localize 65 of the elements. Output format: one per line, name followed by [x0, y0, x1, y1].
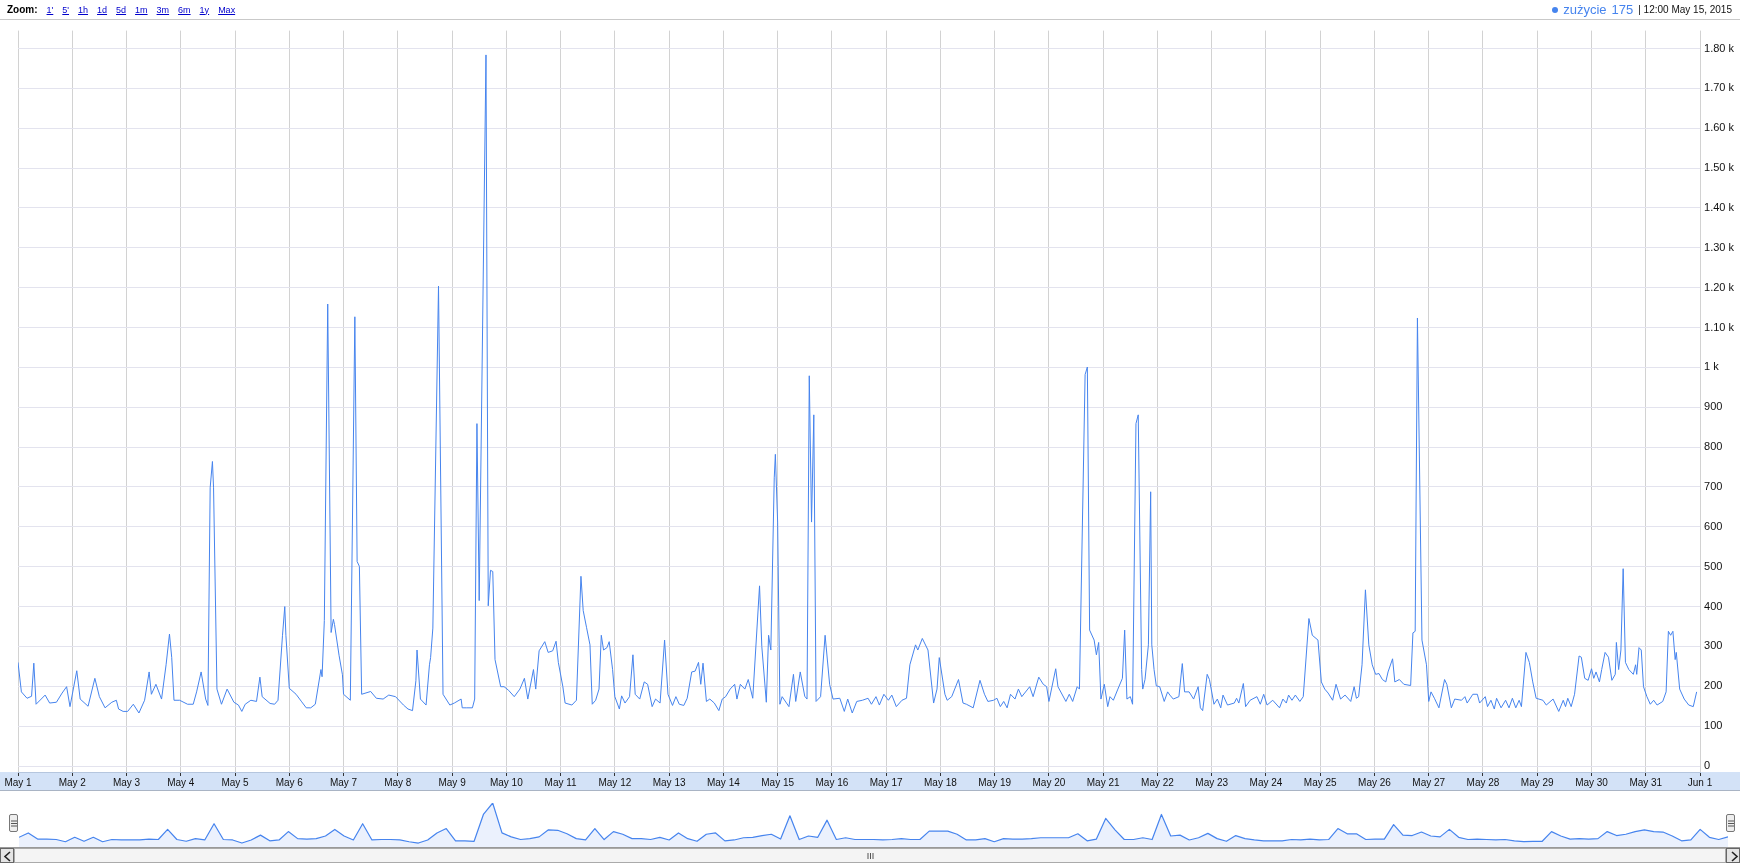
- x-tick-label: May 5: [221, 776, 250, 788]
- y-tick-label: 1.20 k: [1704, 280, 1735, 293]
- x-tick-label: May 21: [1086, 776, 1121, 788]
- y-tick-label: 800: [1704, 440, 1723, 453]
- y-tick-label: 400: [1704, 599, 1723, 612]
- x-tick-label: May 30: [1575, 776, 1609, 788]
- text: 1d: [97, 4, 108, 15]
- y-tick-label: 1.70 k: [1704, 81, 1735, 94]
- x-tick-label: May 11: [544, 776, 578, 788]
- text: 1y: [199, 4, 210, 15]
- y-tick-label: 600: [1704, 519, 1723, 532]
- x-tick-label: May 15: [761, 776, 795, 788]
- text: Zoom:: [7, 4, 38, 15]
- x-tick-label: May 17: [869, 776, 903, 788]
- y-tick-label: 1.60 k: [1704, 121, 1735, 134]
- x-tick-label: May 31: [1629, 776, 1663, 788]
- x-tick-label: May 12: [598, 776, 632, 788]
- x-tick-label: May 4: [167, 776, 195, 788]
- text: 1m: [135, 4, 148, 15]
- x-tick-label: May 27: [1412, 776, 1446, 788]
- y-tick-label: 1.40 k: [1704, 201, 1735, 214]
- x-tick-label: May 2: [58, 776, 87, 788]
- text: 6m: [178, 4, 191, 15]
- text: | 12:00 May 15, 2015: [1638, 4, 1732, 15]
- x-tick-label: May 16: [815, 776, 849, 788]
- y-tick-label: 1.10 k: [1704, 320, 1735, 333]
- y-tick-label: 200: [1704, 679, 1723, 692]
- x-tick-label: May 18: [924, 776, 958, 788]
- x-tick-label: May 22: [1141, 776, 1175, 788]
- y-tick-label: 900: [1704, 400, 1723, 413]
- y-tick-label: 300: [1704, 639, 1723, 652]
- x-tick-label: May 9: [438, 776, 467, 788]
- y-tick-label: 700: [1704, 480, 1723, 493]
- text: 1h: [78, 4, 89, 15]
- text: 5d: [116, 4, 127, 15]
- x-tick-label: May 25: [1303, 776, 1338, 788]
- text: 5': [62, 4, 70, 15]
- x-tick-label: May 6: [275, 776, 304, 788]
- x-tick-label: May 13: [652, 776, 686, 788]
- x-tick-label: May 7: [329, 776, 358, 788]
- y-tick-label: 1.50 k: [1704, 161, 1735, 174]
- legend-label: zużycie: [1563, 2, 1607, 17]
- y-tick-label: 1 k: [1704, 360, 1720, 373]
- x-tick-label: May 20: [1032, 776, 1066, 788]
- x-tick-label: Jun 1: [1687, 776, 1713, 788]
- x-tick-label: May 24: [1249, 776, 1283, 788]
- x-tick-label: May 29: [1520, 776, 1555, 788]
- y-tick-label: 1.30 k: [1704, 240, 1735, 253]
- x-tick-label: May 8: [384, 776, 412, 788]
- y-tick-label: 1.80 k: [1704, 41, 1735, 54]
- text: 3m: [156, 4, 170, 15]
- x-tick-label: May 26: [1358, 776, 1392, 788]
- x-tick-label: May 10: [489, 776, 524, 788]
- x-tick-label: May 19: [978, 776, 1012, 788]
- x-tick-label: May 14: [706, 776, 741, 788]
- text: 175: [1611, 2, 1634, 17]
- x-tick-label: May 23: [1195, 776, 1229, 788]
- x-tick-label: May 28: [1466, 776, 1500, 788]
- y-tick-label: 500: [1704, 559, 1723, 572]
- text: 1': [46, 4, 54, 15]
- x-tick-label: May 3: [112, 776, 141, 788]
- y-tick-label: 100: [1704, 719, 1723, 732]
- y-tick-label: 0: [1704, 759, 1711, 772]
- text: Max: [218, 4, 236, 15]
- x-tick-label: May 1: [4, 776, 33, 788]
